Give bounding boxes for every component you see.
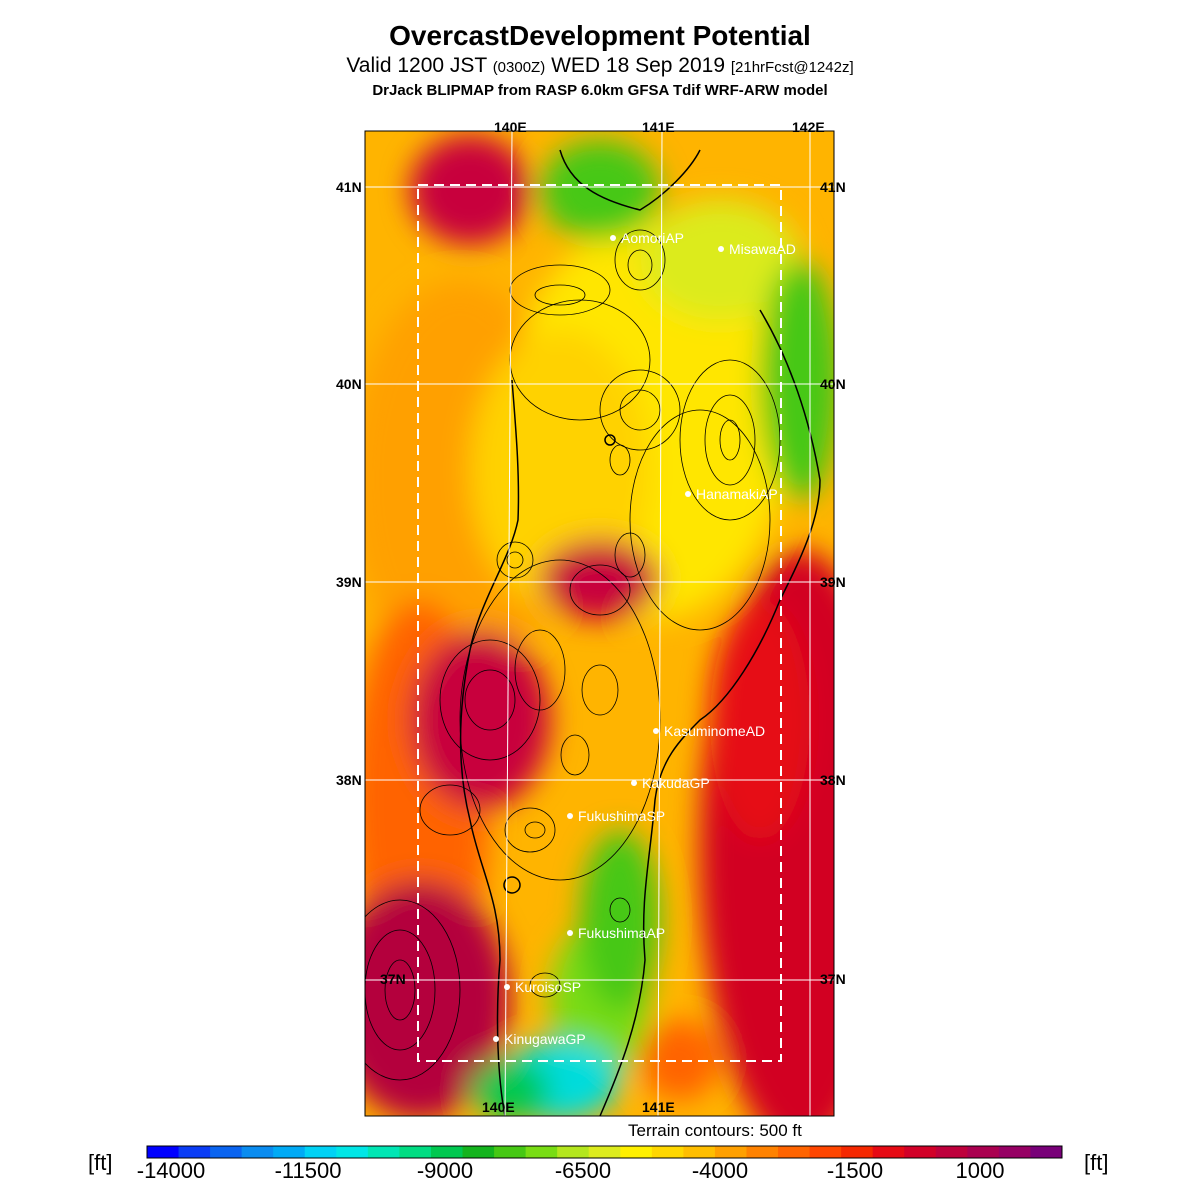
colorbar-tick: -11500 — [274, 1158, 342, 1183]
lat-label-left-40: 40N — [336, 376, 362, 392]
station-hanamaki: HanamakiAP — [696, 486, 778, 502]
colorbar-swatch — [210, 1146, 243, 1158]
lat-label-right-40: 40N — [820, 376, 846, 392]
lon-label-top-142: 142E — [792, 119, 825, 135]
colorbar-swatch — [430, 1146, 464, 1158]
colorbar-swatch — [841, 1146, 874, 1158]
colorbar-unit-right: [ft] — [1084, 1150, 1109, 1175]
colorbar-swatch — [872, 1146, 905, 1158]
field-layer — [365, 131, 834, 1116]
map-title: OvercastDevelopment Potential — [389, 20, 811, 51]
lat-label-left-39: 39N — [336, 574, 362, 590]
colorbar-swatch — [651, 1146, 684, 1158]
colorbar-swatch — [399, 1146, 432, 1158]
stations: AomoriAP MisawaAD HanamakiAP KasuminomeA… — [493, 230, 796, 1047]
colorbar-tick: -4000 — [691, 1158, 749, 1183]
colorbar-swatch — [336, 1146, 369, 1158]
lat-label-right-41: 41N — [820, 179, 846, 195]
colorbar-swatch — [557, 1146, 590, 1158]
station-aomori: AomoriAP — [621, 230, 684, 246]
colorbar-swatch — [273, 1146, 306, 1158]
station-kuroiso: KuroisoSP — [515, 979, 581, 995]
station-kasuminome: KasuminomeAD — [664, 723, 765, 739]
inner-domain-box — [417, 184, 782, 1062]
colorbar-tick: -9000 — [416, 1158, 474, 1183]
lat-label-left-38: 38N — [336, 772, 362, 788]
lon-label-top-141: 141E — [642, 119, 675, 135]
grid-lines — [365, 131, 834, 1116]
colorbar-swatch — [746, 1146, 779, 1158]
terrain-contours — [365, 229, 781, 1081]
colorbar-swatch — [147, 1146, 180, 1158]
colorbar-swatch — [367, 1146, 400, 1158]
colorbar-border — [146, 1145, 1063, 1159]
valid-date: WED 18 Sep 2019 — [551, 54, 725, 77]
valid-time-local: Valid 1200 JST — [346, 54, 487, 77]
colorbar-tick: -6500 — [554, 1158, 612, 1183]
station-kinugawa: KinugawaGP — [504, 1031, 586, 1047]
coastline — [459, 149, 821, 1116]
lon-label-bottom-141: 141E — [642, 1099, 675, 1115]
colorbar-swatch — [683, 1146, 716, 1158]
station-misawa: MisawaAD — [729, 241, 796, 257]
colorbar-swatch — [462, 1146, 495, 1158]
colorbar-swatch — [525, 1146, 558, 1158]
colorbar-tick: -1500 — [826, 1158, 884, 1183]
model-info: DrJack BLIPMAP from RASP 6.0km GFSA Tdif… — [372, 82, 828, 99]
colorbar-swatch — [714, 1146, 747, 1158]
station-fukushima-sp: FukushimaSP — [578, 808, 665, 824]
valid-time-utc: (0300Z) — [492, 59, 546, 76]
colorbar-swatch — [241, 1146, 274, 1158]
lon-label-bottom-140: 140E — [482, 1099, 515, 1115]
colorbar-swatch — [967, 1146, 1000, 1158]
lat-label-left-41: 41N — [336, 179, 362, 195]
colorbar-tick: 1000 — [955, 1158, 1005, 1183]
colorbar-swatch — [304, 1146, 337, 1158]
colorbar-swatch — [998, 1146, 1031, 1158]
colorbar-tick: -14000 — [136, 1158, 206, 1183]
terrain-contour-note: Terrain contours: 500 ft — [628, 1121, 802, 1140]
forecast-info: [21hrFcst@1242z] — [730, 59, 854, 76]
colorbar — [146, 1145, 1063, 1159]
colorbar-swatch — [935, 1146, 968, 1158]
colorbar-swatch — [904, 1146, 937, 1158]
colorbar-unit-left: [ft] — [88, 1150, 113, 1175]
colorbar-swatch — [1030, 1146, 1063, 1158]
valid-time: Valid 1200 JST (0300Z) WED 18 Sep 2019 [… — [0, 54, 1200, 78]
lon-label-top-140: 140E — [494, 119, 527, 135]
lat-label-left-37: 37N — [380, 971, 406, 987]
station-fukushima-ap: FukushimaAP — [578, 925, 665, 941]
colorbar-swatch — [778, 1146, 811, 1158]
colorbar-swatch — [178, 1146, 211, 1158]
lat-label-right-39: 39N — [820, 574, 846, 590]
colorbar-swatch — [809, 1146, 842, 1158]
lat-label-right-37: 37N — [820, 971, 846, 987]
colorbar-swatch — [620, 1146, 653, 1158]
colorbar-ticks: -14000 -11500 -9000 -6500 -4000 -1500 10… — [0, 1158, 1200, 1188]
colorbar-swatch — [588, 1146, 621, 1158]
lat-label-right-38: 38N — [820, 772, 846, 788]
station-kakuda: KakudaGP — [642, 775, 710, 791]
colorbar-swatch — [494, 1146, 527, 1158]
